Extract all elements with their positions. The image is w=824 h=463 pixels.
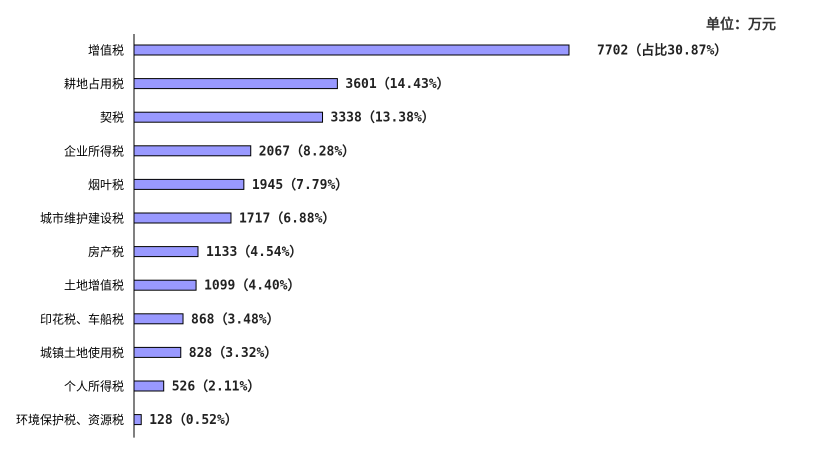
bar [133, 111, 324, 123]
data-label: 1099（4.40%） [204, 278, 300, 294]
category-label: 城市维护建设税 [40, 211, 124, 226]
category-label: 房产税 [88, 244, 124, 259]
data-label: 2067（8.28%） [259, 143, 355, 159]
data-label: 3338（13.38%） [331, 110, 435, 126]
bar [133, 414, 142, 426]
bar [133, 44, 570, 56]
data-label: 128（0.52%） [149, 412, 238, 428]
bars-group: 增值税 7702（占比30.87%） 耕地占用税 3601（14.43%） 契税 3338… [16, 43, 727, 429]
data-label: 828（3.32%） [189, 345, 278, 361]
bar [133, 78, 338, 90]
bar [133, 246, 199, 258]
data-label: 1717（6.88%） [239, 211, 335, 227]
data-label: 3601（14.43%） [345, 76, 449, 92]
category-label: 城镇土地使用税 [40, 345, 124, 360]
bar [133, 279, 197, 291]
data-label: 1945（7.79%） [252, 177, 348, 193]
data-label: 868（3.48%） [191, 311, 280, 327]
data-label: 7702（占比30.87%） [597, 43, 727, 59]
bar [133, 178, 245, 190]
category-label: 烟叶税 [88, 178, 124, 192]
category-label: 印花税、车船税 [40, 311, 124, 326]
category-label: 企业所得税 [64, 143, 124, 158]
category-label: 增值税 [88, 43, 124, 58]
bar [133, 212, 232, 224]
category-label: 环境保护税、资源税 [16, 412, 124, 427]
data-label: 1133（4.54%） [206, 244, 302, 260]
bar [133, 145, 252, 157]
bar [133, 380, 165, 392]
category-label: 耕地占用税 [64, 76, 124, 91]
bar [133, 346, 182, 358]
bar [133, 313, 184, 325]
data-label: 526（2.11%） [172, 379, 261, 395]
unit-label: 单位：万元 [706, 16, 776, 33]
category-label: 土地增值税 [64, 278, 124, 293]
category-label: 契税 [100, 111, 124, 125]
category-label: 个人所得税 [64, 379, 124, 394]
